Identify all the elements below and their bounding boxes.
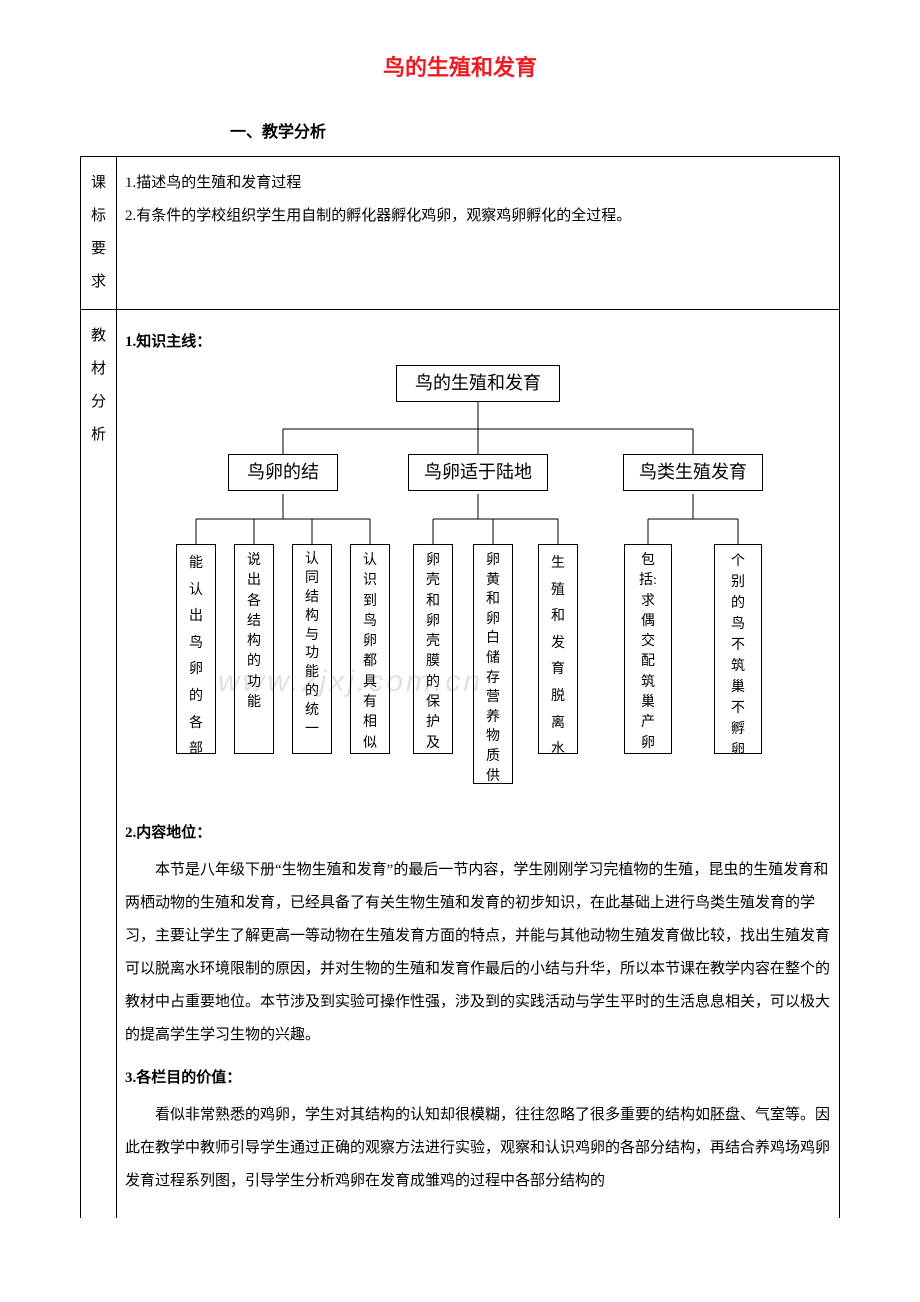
analysis-table: 课 标 要 求 1.描述鸟的生殖和发育过程 2.有条件的学校组织学生用自制的孵化… [80, 156, 840, 1218]
diagram-leaf: 认同结构与功能的统一 [292, 544, 332, 754]
row1-line2: 2.有条件的学校组织学生用自制的孵化器孵化鸡卵，观察鸡卵孵化的全过程。 [125, 200, 831, 233]
diagram-leaf: 生殖和发育脱离水 [538, 544, 578, 754]
side-char: 教 [89, 320, 108, 353]
diagram-mid: 鸟类生殖发育 [623, 454, 763, 491]
row1-content: 1.描述鸟的生殖和发育过程 2.有条件的学校组织学生用自制的孵化器孵化鸡卵，观察… [117, 157, 840, 310]
side-char: 求 [89, 266, 108, 299]
knowledge-diagram: 鸟的生殖和发育 鸟卵的结 鸟卵适于陆地 鸟类生殖发育 能认出鸟卵的各部 说出各结… [148, 359, 808, 799]
diagram-leaf: 个别的鸟不筑巢不孵卵 [714, 544, 762, 754]
para-3: 看似非常熟悉的鸡卵，学生对其结构的认知却很模糊，往往忽略了很多重要的结构如胚盘、… [125, 1099, 831, 1198]
diagram-leaf: 认识到鸟卵都具有相似 [350, 544, 390, 754]
subhead-1: 1.知识主线： [125, 326, 831, 359]
subhead-3: 3.各栏目的价值： [125, 1062, 831, 1095]
page-title: 鸟的生殖和发育 [80, 50, 840, 82]
diagram-leaf: 包括:求偶交配筑巢产卵 [624, 544, 672, 754]
side-char: 材 [89, 353, 108, 386]
row1-line1: 1.描述鸟的生殖和发育过程 [125, 167, 831, 200]
subhead-2: 2.内容地位： [125, 817, 831, 850]
side-char: 要 [89, 233, 108, 266]
row2-content: 1.知识主线： [117, 310, 840, 1219]
para-2: 本节是八年级下册“生物生殖和发育”的最后一节内容，学生刚刚学习完植物的生殖，昆虫… [125, 854, 831, 1052]
diagram-root: 鸟的生殖和发育 [396, 365, 560, 402]
diagram-leaf: 卵黄和卵白储存营养物质供 [473, 544, 513, 784]
row1-side-label: 课 标 要 求 [81, 157, 117, 310]
diagram-mid: 鸟卵适于陆地 [408, 454, 548, 491]
section-heading: 一、教学分析 [230, 118, 840, 142]
diagram-leaf: 卵壳和卵壳膜的保护及 [413, 544, 453, 754]
diagram-leaf: 说出各结构的功能 [234, 544, 274, 754]
side-char: 标 [89, 200, 108, 233]
side-char: 课 [89, 167, 108, 200]
diagram-leaf: 能认出鸟卵的各部 [176, 544, 216, 754]
table-row: 课 标 要 求 1.描述鸟的生殖和发育过程 2.有条件的学校组织学生用自制的孵化… [81, 157, 840, 310]
diagram-mid: 鸟卵的结 [228, 454, 338, 491]
row2-side-label: 教 材 分 析 [81, 310, 117, 1219]
side-char: 分 [89, 386, 108, 419]
side-char: 析 [89, 419, 108, 452]
table-row: 教 材 分 析 1.知识主线： [81, 310, 840, 1219]
